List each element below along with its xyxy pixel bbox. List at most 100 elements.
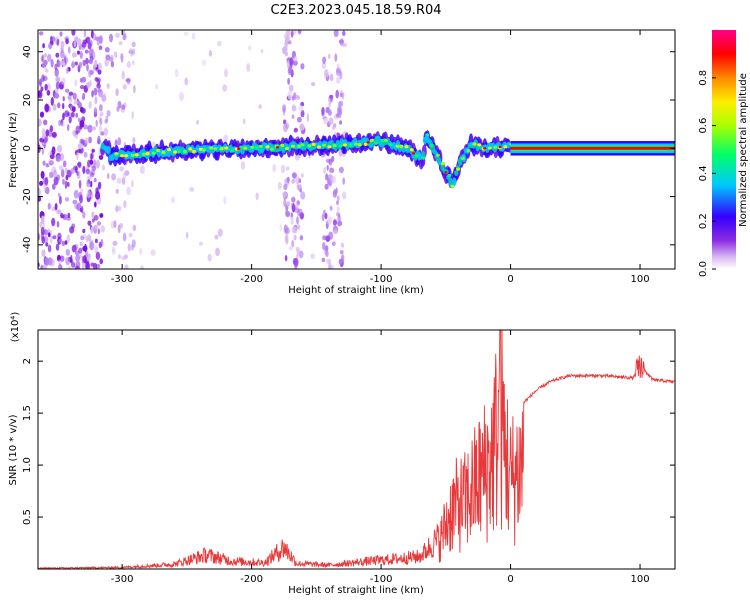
- noise-speckle: [39, 180, 44, 186]
- noise-speckle: [284, 177, 290, 186]
- signal-peak: [161, 150, 166, 154]
- noise-speckle: [87, 124, 93, 133]
- noise-speckle: [97, 69, 102, 75]
- noise-speckle: [296, 249, 300, 257]
- noise-speckle: [40, 264, 44, 269]
- noise-speckle: [64, 180, 68, 189]
- noise-speckle: [95, 187, 99, 194]
- noise-speckle: [94, 96, 98, 105]
- noise-speckle: [83, 151, 88, 158]
- noise-speckle: [47, 244, 52, 253]
- noise-speckle: [121, 177, 126, 185]
- noise-speckle: [329, 205, 333, 211]
- signal-peak: [167, 148, 171, 152]
- signal-core: [454, 170, 459, 176]
- noise-speckle: [65, 174, 69, 181]
- noise-speckle: [79, 241, 83, 247]
- noise-speckle: [97, 78, 100, 87]
- noise-speckle: [131, 179, 134, 188]
- noise-speckle: [71, 244, 77, 253]
- noise-speckle: [87, 175, 93, 180]
- noise-speckle: [99, 111, 104, 117]
- spectrogram-frame: [37, 29, 676, 270]
- noise-speckle: [338, 147, 343, 157]
- noise-speckle: [77, 38, 82, 47]
- noise-speckle: [98, 89, 104, 98]
- signal-peak: [173, 150, 178, 154]
- noise-speckle: [286, 166, 290, 171]
- y-tick-label: 1.5: [22, 405, 33, 421]
- noise-speckle: [62, 178, 65, 185]
- noise-speckle: [56, 154, 61, 162]
- noise-speckle: [179, 92, 184, 101]
- noise-speckle: [333, 30, 339, 37]
- signal-peak: [130, 153, 135, 157]
- noise-speckle: [334, 53, 338, 62]
- noise-speckle: [106, 110, 111, 117]
- y-tick-label: 1.0: [22, 457, 33, 473]
- noise-speckle: [293, 55, 298, 63]
- noise-speckle: [94, 238, 98, 244]
- x-tick-label: -300: [111, 574, 134, 585]
- noise-speckle: [255, 192, 259, 201]
- noise-speckle: [291, 172, 297, 179]
- noise-speckle: [58, 259, 62, 264]
- noise-speckle: [54, 63, 58, 71]
- x-tick-label: 100: [630, 274, 649, 285]
- noise-speckle: [110, 220, 115, 229]
- signal-peak: [142, 152, 147, 156]
- noise-speckle: [77, 50, 80, 55]
- snr-xlabel: Height of straight line (km): [288, 585, 424, 596]
- noise-speckle: [75, 125, 81, 134]
- noise-speckle: [94, 245, 99, 254]
- noise-speckle: [82, 228, 86, 234]
- noise-speckle: [68, 91, 74, 96]
- noise-speckle: [87, 220, 92, 226]
- signal-peak: [357, 143, 362, 147]
- noise-speckle: [82, 92, 86, 99]
- noise-speckle: [282, 104, 287, 113]
- noise-speckle: [170, 196, 175, 204]
- signal-peak: [151, 151, 156, 155]
- signal-peak: [388, 143, 393, 147]
- x-tick-label: 0: [507, 274, 513, 285]
- signal-peak: [224, 146, 229, 150]
- noise-speckle: [45, 242, 49, 247]
- noise-speckle: [99, 117, 103, 126]
- noise-speckle: [57, 232, 62, 240]
- noise-speckle: [99, 213, 104, 218]
- noise-speckle: [93, 87, 98, 96]
- noise-speckle: [341, 92, 345, 100]
- x-tick-label: -200: [240, 574, 263, 585]
- noise-speckle: [60, 168, 65, 178]
- noise-speckle: [339, 120, 342, 125]
- noise-speckle: [335, 69, 342, 76]
- noise-speckle: [46, 89, 51, 96]
- noise-speckle: [292, 60, 298, 66]
- signal-max: [411, 152, 416, 155]
- noise-speckle: [127, 243, 131, 252]
- noise-speckle: [325, 235, 331, 243]
- noise-speckle: [47, 53, 52, 63]
- noise-speckle: [150, 249, 156, 256]
- signal-peak: [440, 162, 445, 166]
- noise-speckle: [115, 205, 119, 213]
- signal-peak: [201, 148, 206, 152]
- noise-speckle: [98, 45, 103, 51]
- noise-speckle: [38, 196, 42, 202]
- noise-speckle: [70, 167, 75, 174]
- signal-peak: [124, 154, 129, 158]
- noise-speckle: [65, 256, 70, 266]
- noise-speckle: [93, 159, 96, 169]
- noise-speckle: [323, 117, 328, 125]
- noise-speckle: [207, 253, 212, 262]
- signal-peak: [300, 143, 305, 147]
- signal-peak: [363, 142, 368, 146]
- noise-speckle: [272, 164, 277, 173]
- signal-max: [483, 146, 487, 150]
- signal-peak: [311, 142, 316, 146]
- noise-speckle: [55, 76, 61, 83]
- noise-speckle: [66, 216, 71, 221]
- noise-speckle: [117, 137, 122, 146]
- signal-peak: [327, 145, 332, 149]
